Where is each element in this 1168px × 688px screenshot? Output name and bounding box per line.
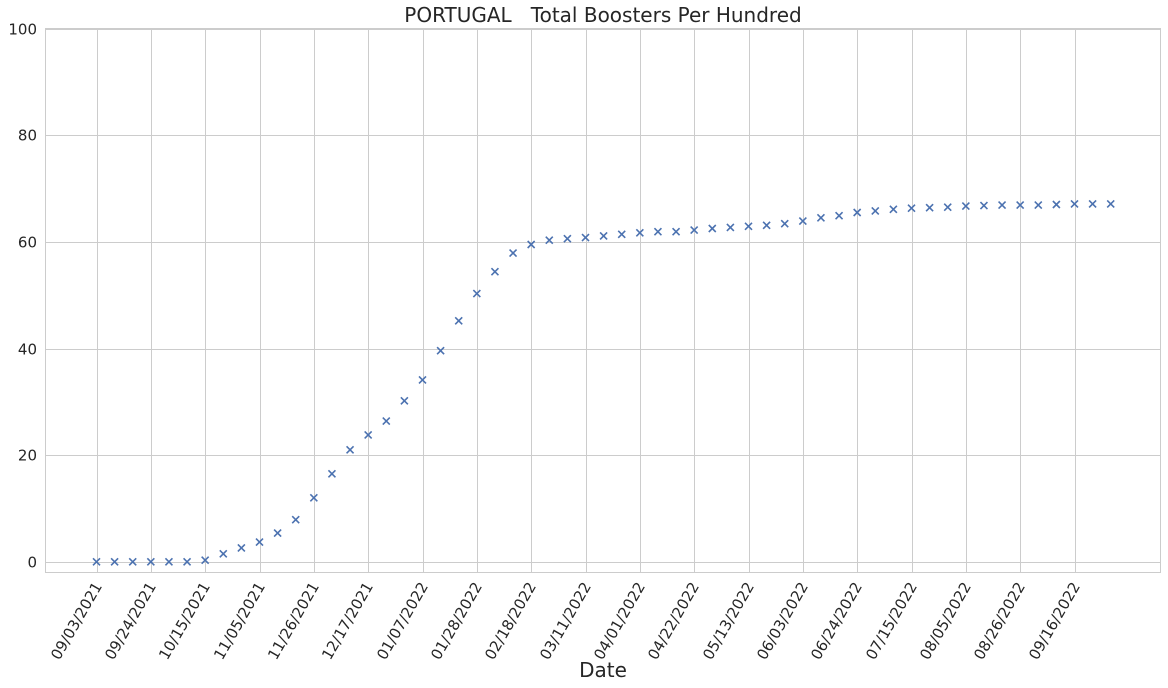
data-point <box>1016 200 1025 210</box>
x-tick-label: 11/05/2021 <box>210 579 269 663</box>
data-point <box>925 203 934 212</box>
x-tick-label: 10/15/2021 <box>155 579 214 663</box>
x-tick-label: 04/01/2022 <box>590 579 649 663</box>
x-tick-label: 08/26/2022 <box>970 579 1029 663</box>
data-point <box>943 203 952 212</box>
x-tick-label: 09/03/2021 <box>47 579 106 663</box>
x-tick-label: 08/05/2022 <box>916 579 975 663</box>
y-axis-ticks: 0 20 40 60 80 100 <box>8 21 37 572</box>
data-point <box>1106 199 1115 209</box>
x-tick-label: 01/07/2022 <box>373 579 432 663</box>
data-point <box>834 211 844 220</box>
x-tick-label: 09/24/2021 <box>101 579 160 663</box>
data-point <box>744 222 753 231</box>
data-point <box>237 543 246 553</box>
y-tick-label: 60 <box>18 234 37 252</box>
data-point <box>961 202 970 211</box>
data-point <box>726 223 735 232</box>
data-point <box>110 557 119 566</box>
x-tick-label: 02/18/2022 <box>481 579 540 663</box>
y-tick-label: 20 <box>18 447 37 465</box>
data-point <box>418 375 427 385</box>
data-point <box>1052 200 1061 209</box>
data-point <box>327 469 337 478</box>
data-point <box>708 224 717 233</box>
data-point <box>545 236 554 245</box>
data-point <box>400 396 409 405</box>
x-tick-label: 04/22/2022 <box>644 579 703 663</box>
y-tick-label: 0 <box>27 554 37 572</box>
data-point <box>454 316 463 325</box>
chart-title: PORTUGAL Total Boosters Per Hundred <box>404 3 801 27</box>
data-point <box>780 219 789 228</box>
data-point <box>490 267 500 276</box>
data-point <box>201 556 210 565</box>
data-point <box>364 430 373 439</box>
data-point <box>889 205 898 214</box>
y-tick-label: 40 <box>18 341 37 359</box>
x-tick-label: 12/17/2021 <box>318 579 377 663</box>
data-point <box>92 557 101 566</box>
data-points <box>92 199 1115 566</box>
data-point <box>871 206 880 215</box>
x-tick-label: 05/13/2022 <box>699 579 758 663</box>
data-point <box>853 208 862 217</box>
x-tick-label: 09/16/2022 <box>1025 579 1084 663</box>
y-tick-label: 100 <box>8 21 37 39</box>
data-point <box>436 346 445 355</box>
x-tick-label: 03/11/2022 <box>536 579 595 663</box>
data-point <box>653 227 663 236</box>
x-tick-label: 11/26/2021 <box>264 579 323 663</box>
x-tick-label: 06/03/2022 <box>753 579 812 663</box>
data-point <box>128 557 137 566</box>
data-point <box>345 445 355 454</box>
grid <box>45 28 1161 573</box>
data-point <box>907 204 916 213</box>
x-tick-label: 01/28/2022 <box>427 579 486 663</box>
data-point <box>635 228 644 237</box>
data-point <box>1088 199 1097 209</box>
data-point <box>581 233 590 242</box>
data-point <box>1070 199 1079 209</box>
data-point <box>798 216 807 226</box>
data-point <box>690 226 699 235</box>
data-point <box>979 201 989 210</box>
data-point <box>762 221 771 230</box>
data-point <box>816 213 826 222</box>
data-point <box>508 248 518 258</box>
data-point <box>1034 200 1043 210</box>
data-point <box>563 234 572 243</box>
x-tick-label: 06/24/2022 <box>807 579 866 663</box>
x-tick-label: 07/15/2022 <box>862 579 921 663</box>
data-point <box>671 227 681 236</box>
y-tick-label: 80 <box>18 127 37 145</box>
data-point <box>472 289 481 298</box>
plot-frame <box>45 28 1161 573</box>
data-point <box>182 557 192 566</box>
data-point <box>382 416 391 426</box>
data-point <box>617 230 626 239</box>
data-point <box>997 200 1007 210</box>
x-axis-ticks: 09/03/202109/24/202110/15/202111/05/2021… <box>47 579 1084 663</box>
data-point <box>291 515 300 524</box>
x-axis-label: Date <box>579 658 627 682</box>
data-point <box>164 557 174 566</box>
data-point <box>309 493 318 502</box>
data-point <box>599 231 608 241</box>
data-point <box>219 549 228 558</box>
data-point <box>255 538 264 547</box>
data-point <box>273 528 282 538</box>
data-point <box>527 240 536 249</box>
data-point <box>146 557 155 566</box>
